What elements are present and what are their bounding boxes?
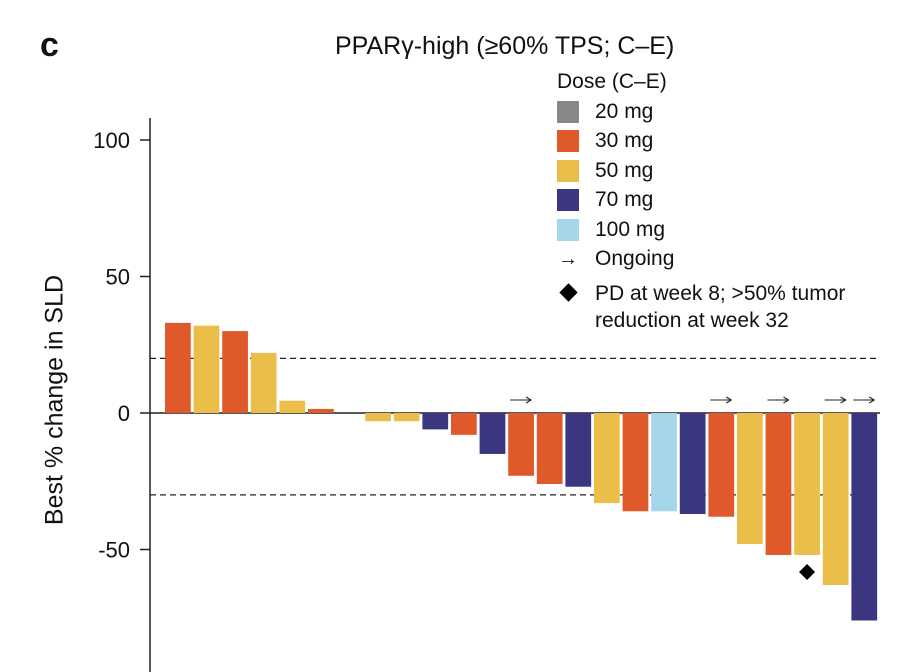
- legend-title: Dose (C–E): [557, 70, 667, 93]
- bar: [565, 413, 592, 487]
- bar: [594, 413, 620, 504]
- legend-label-line2: reduction at week 32: [595, 309, 789, 332]
- diamond-icon: [557, 280, 579, 302]
- legend-item-20mg: 20 mg: [557, 97, 845, 127]
- legend-swatch: [557, 189, 579, 212]
- legend-item-ongoing: → Ongoing: [557, 245, 845, 275]
- ongoing-arrowhead-icon: [725, 396, 733, 404]
- bar: [308, 408, 334, 413]
- legend-label: Ongoing: [595, 247, 675, 271]
- ongoing-arrowhead-icon: [868, 396, 876, 404]
- legend-item-diamond: PD at week 8; >50% tumor reduction at we…: [557, 280, 845, 334]
- ongoing-arrowhead-icon: [840, 396, 847, 404]
- legend-swatch: [557, 218, 579, 241]
- legend-swatch: [557, 100, 579, 123]
- bar: [708, 413, 735, 517]
- bar: [250, 352, 277, 413]
- bar: [479, 413, 506, 454]
- panel-letter: c: [40, 26, 59, 64]
- bar: [451, 413, 477, 435]
- legend-item-30mg: 30 mg: [557, 127, 845, 157]
- bar: [165, 322, 191, 413]
- bar: [279, 400, 306, 413]
- bar: [794, 413, 820, 555]
- bar: [508, 413, 534, 476]
- bar: [422, 413, 449, 430]
- legend-item-70mg: 70 mg: [557, 186, 845, 216]
- y-tick-label: 100: [93, 128, 130, 153]
- legend-label: 100 mg: [595, 217, 666, 241]
- y-tick-label: 0: [118, 401, 130, 426]
- pd-diamond-icon: [799, 563, 816, 580]
- bar: [651, 413, 677, 512]
- legend-label: PD at week 8; >50% tumor reduction at we…: [595, 280, 845, 334]
- bar: [222, 331, 248, 413]
- bar: [193, 325, 220, 413]
- y-tick-label: 50: [106, 265, 130, 290]
- legend-label: 70 mg: [595, 188, 654, 212]
- ongoing-arrowhead-icon: [783, 396, 790, 404]
- bar: [536, 413, 563, 484]
- bar: [622, 413, 649, 512]
- bar: [393, 413, 420, 422]
- bar: [822, 413, 849, 585]
- ongoing-arrowhead-icon: [525, 396, 533, 404]
- bar: [365, 413, 391, 422]
- legend-label-line1: PD at week 8; >50% tumor: [595, 282, 846, 305]
- bar: [765, 413, 792, 555]
- legend-label: 30 mg: [595, 129, 654, 153]
- legend-swatch: [557, 130, 579, 153]
- arrow-right-icon: →: [558, 247, 578, 270]
- legend-label: 50 mg: [595, 158, 654, 182]
- chart-title: PPARγ-high (≥60% TPS; C–E): [335, 32, 675, 60]
- bar: [679, 413, 706, 515]
- legend-swatch: [557, 159, 579, 182]
- legend-label: 20 mg: [595, 99, 654, 123]
- legend: Dose (C–E) 20 mg 30 mg 50 mg 70 mg 100 m…: [557, 70, 845, 334]
- y-tick-label: -50: [98, 538, 130, 563]
- bar: [851, 413, 878, 621]
- legend-item-50mg: 50 mg: [557, 156, 845, 186]
- legend-item-100mg: 100 mg: [557, 215, 845, 245]
- bar: [737, 413, 763, 545]
